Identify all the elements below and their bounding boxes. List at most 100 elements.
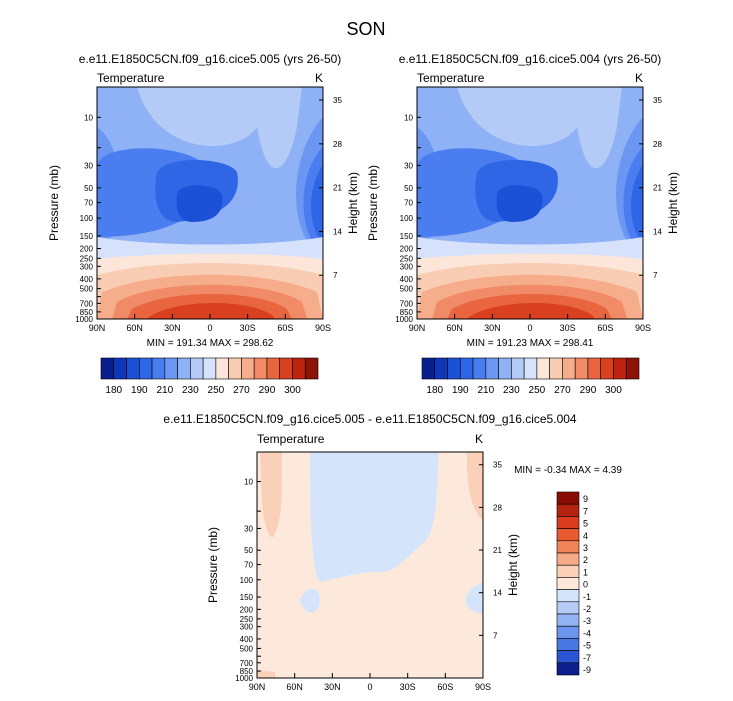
panel-c-title: e.e11.E1850C5CN.f09_g16.cice5.005 - e.e1… bbox=[163, 412, 577, 426]
panel-c: e.e11.E1850C5CN.f09_g16.cice5.005 - e.e1… bbox=[163, 412, 622, 692]
colorbar-label: 250 bbox=[529, 385, 546, 396]
colorbar-label: 9 bbox=[583, 494, 588, 504]
colorbar-swatch bbox=[202, 357, 217, 380]
panel-a-ylabel: Pressure (mb) bbox=[47, 165, 61, 241]
colorbar-label: 180 bbox=[426, 385, 443, 396]
colorbar-swatch bbox=[113, 357, 127, 380]
y-tick-label: 700 bbox=[400, 299, 414, 308]
colorbar-swatch bbox=[587, 357, 602, 380]
colorbar-label: 270 bbox=[554, 385, 571, 396]
colorbar-swatch bbox=[549, 357, 563, 380]
panel-a: e.e11.E1850C5CN.f09_g16.cice5.005 (yrs 2… bbox=[47, 52, 360, 396]
y-tick-label: 250 bbox=[400, 254, 414, 263]
colorbar-label: 7 bbox=[583, 506, 588, 516]
colorbar-label: 3 bbox=[583, 543, 588, 553]
y-right-tick-label: 28 bbox=[333, 140, 342, 149]
panel-c-ylabel: Pressure (mb) bbox=[206, 527, 220, 603]
y-tick-label: 70 bbox=[404, 199, 413, 208]
colorbar-swatch bbox=[556, 650, 580, 664]
panel-b-y-right-ticks: 35 28 21 14 7 bbox=[639, 96, 662, 280]
colorbar-swatch bbox=[266, 357, 281, 380]
panel-a-ylabel-right: Height (km) bbox=[346, 172, 360, 234]
y-tick-label: 850 bbox=[240, 667, 254, 676]
x-tick-label: 90N bbox=[409, 323, 426, 333]
panel-b-colorbar: 180 190 210 230 250 270 290 300 bbox=[421, 357, 640, 396]
y-tick-label: 70 bbox=[244, 561, 253, 570]
panel-b-title: e.e11.E1850C5CN.f09_g16.cice5.004 (yrs 2… bbox=[399, 52, 662, 66]
colorbar-swatch bbox=[556, 613, 580, 627]
panel-a-y-right-ticks: 35 28 21 14 7 bbox=[319, 96, 342, 280]
panel-a-contour-field bbox=[97, 87, 323, 319]
y-tick-label: 200 bbox=[400, 245, 414, 254]
colorbar-swatch bbox=[126, 357, 140, 380]
colorbar-label: 230 bbox=[503, 385, 520, 396]
x-tick-label: 0 bbox=[207, 323, 212, 333]
x-tick-label: 90S bbox=[475, 682, 491, 692]
panel-c-stats: MIN = -0.34 MAX = 4.39 bbox=[514, 465, 622, 476]
colorbar-label: 210 bbox=[477, 385, 494, 396]
colorbar-swatch bbox=[304, 357, 319, 380]
colorbar-swatch bbox=[613, 357, 627, 380]
y-tick-label: 400 bbox=[80, 275, 94, 284]
figure-title: SON bbox=[346, 19, 385, 39]
x-tick-label: 90S bbox=[315, 323, 331, 333]
y-right-tick-label: 28 bbox=[493, 503, 502, 512]
colorbar-swatch bbox=[600, 357, 614, 380]
x-tick-label: 60S bbox=[437, 682, 453, 692]
y-tick-label: 1000 bbox=[235, 674, 253, 683]
colorbar-swatch bbox=[421, 357, 436, 380]
x-tick-label: 60N bbox=[446, 323, 463, 333]
x-tick-label: 60S bbox=[597, 323, 613, 333]
y-tick-label: 400 bbox=[240, 635, 254, 644]
y-tick-label: 1000 bbox=[395, 315, 413, 324]
y-tick-label: 700 bbox=[80, 299, 94, 308]
colorbar-label: 210 bbox=[156, 385, 173, 396]
y-right-tick-label: 7 bbox=[653, 271, 658, 280]
y-right-tick-label: 35 bbox=[333, 96, 342, 105]
panel-a-title: e.e11.E1850C5CN.f09_g16.cice5.005 (yrs 2… bbox=[79, 52, 342, 66]
panel-c-ylabel-right: Height (km) bbox=[506, 534, 520, 596]
y-tick-label: 1000 bbox=[75, 315, 93, 324]
colorbar-swatch bbox=[228, 357, 242, 380]
x-tick-label: 30S bbox=[400, 682, 416, 692]
colorbar-label: 5 bbox=[583, 519, 588, 529]
y-tick-label: 70 bbox=[84, 199, 93, 208]
colorbar-swatch bbox=[556, 638, 580, 651]
panel-a-units-label: K bbox=[315, 71, 323, 85]
colorbar-label: 0 bbox=[583, 580, 588, 590]
colorbar-swatch bbox=[511, 357, 525, 380]
colorbar-swatch bbox=[556, 577, 580, 590]
colorbar-swatch bbox=[459, 357, 474, 380]
colorbar-swatch bbox=[485, 357, 499, 380]
colorbar-swatch bbox=[241, 357, 255, 380]
x-tick-label: 90N bbox=[89, 323, 106, 333]
colorbar-swatch bbox=[253, 357, 268, 380]
y-tick-label: 50 bbox=[244, 546, 253, 555]
colorbar-label: 190 bbox=[452, 385, 469, 396]
y-tick-label: 400 bbox=[400, 275, 414, 284]
colorbar-label: 270 bbox=[233, 385, 250, 396]
colorbar-swatch bbox=[472, 357, 487, 380]
colorbar-label: -2 bbox=[583, 604, 591, 614]
colorbar-label: -5 bbox=[583, 641, 591, 651]
y-right-tick-label: 21 bbox=[493, 546, 502, 555]
colorbar-swatch bbox=[556, 662, 580, 676]
y-tick-label: 150 bbox=[400, 232, 414, 241]
colorbar-swatch bbox=[215, 357, 229, 380]
y-right-tick-label: 14 bbox=[653, 227, 662, 236]
colorbar-label: -7 bbox=[583, 653, 591, 663]
colorbar-swatch bbox=[138, 357, 153, 380]
colorbar-swatch bbox=[447, 357, 461, 380]
colorbar-label: 230 bbox=[182, 385, 199, 396]
y-tick-label: 300 bbox=[400, 262, 414, 271]
panel-c-colorbar: 9 7 5 4 3 2 1 0 -1 -2 -3 -4 -5 -7 -9 bbox=[556, 491, 591, 676]
colorbar-swatch bbox=[100, 357, 115, 380]
x-tick-label: 30S bbox=[240, 323, 256, 333]
y-right-tick-label: 14 bbox=[493, 589, 502, 598]
colorbar-swatch bbox=[556, 503, 580, 517]
y-tick-label: 500 bbox=[80, 285, 94, 294]
colorbar-swatch bbox=[625, 357, 640, 380]
panel-b-contour-field bbox=[417, 87, 643, 319]
